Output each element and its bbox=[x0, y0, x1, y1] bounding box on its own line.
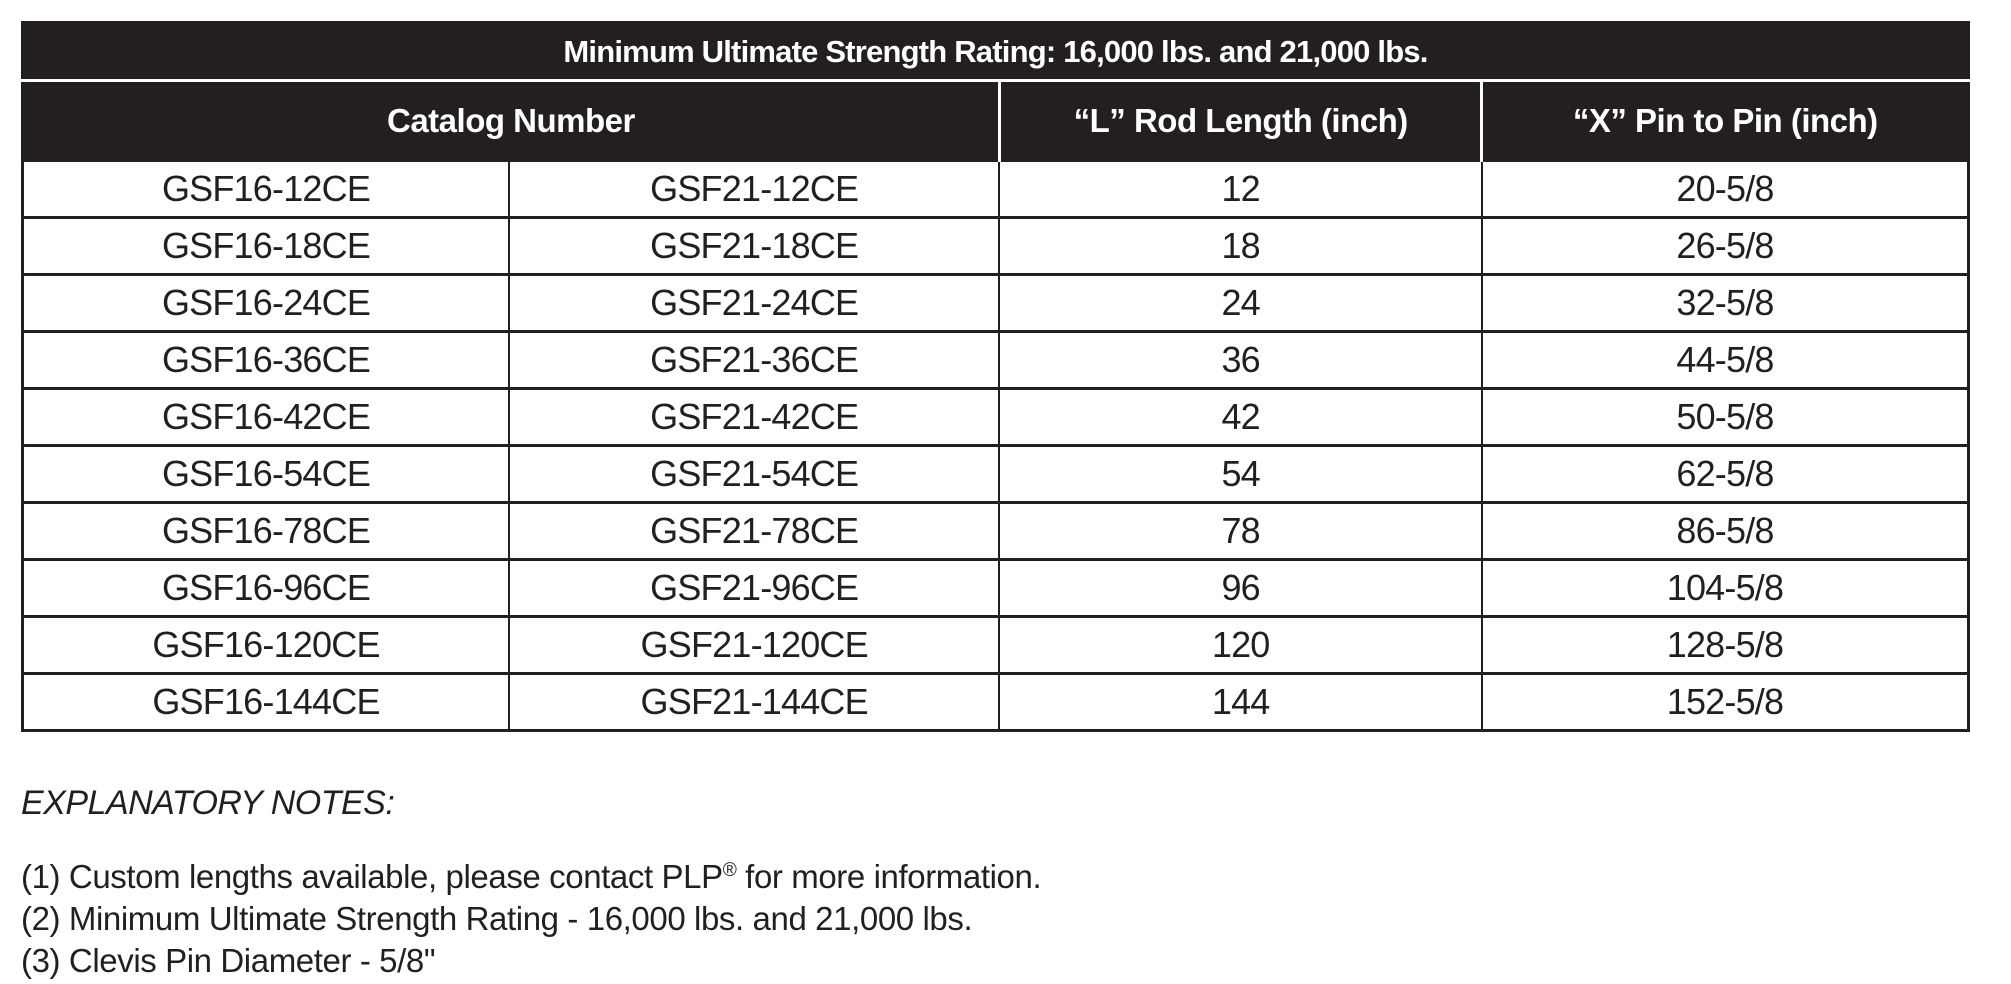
table-row: GSF16-12CE GSF21-12CE 12 20-5/8 bbox=[21, 159, 1970, 219]
spec-table-header: Minimum Ultimate Strength Rating: 16,000… bbox=[22, 22, 1969, 161]
cell-catalog-21: GSF21-18CE bbox=[507, 216, 1001, 276]
column-header-catalog-number: Catalog Number bbox=[22, 80, 1000, 161]
table-row: GSF16-144CE GSF21-144CE 144 152-5/8 bbox=[21, 672, 1970, 732]
cell-catalog-16: GSF16-54CE bbox=[21, 444, 510, 504]
table-row: GSF16-96CE GSF21-96CE 96 104-5/8 bbox=[21, 558, 1970, 618]
explanatory-notes: EXPLANATORY NOTES: (1) Custom lengths av… bbox=[21, 784, 1521, 982]
cell-rod-length: 54 bbox=[998, 444, 1483, 504]
table-title: Minimum Ultimate Strength Rating: 16,000… bbox=[22, 22, 1969, 82]
spec-table: Minimum Ultimate Strength Rating: 16,000… bbox=[21, 21, 1970, 732]
cell-rod-length: 96 bbox=[998, 558, 1483, 618]
cell-catalog-16: GSF16-120CE bbox=[21, 615, 510, 675]
cell-pin-to-pin: 128-5/8 bbox=[1480, 615, 1970, 675]
cell-pin-to-pin: 62-5/8 bbox=[1480, 444, 1970, 504]
cell-catalog-21: GSF21-54CE bbox=[507, 444, 1001, 504]
cell-catalog-21: GSF21-24CE bbox=[507, 273, 1001, 333]
cell-rod-length: 78 bbox=[998, 501, 1483, 561]
table-row: GSF16-42CE GSF21-42CE 42 50-5/8 bbox=[21, 387, 1970, 447]
cell-catalog-16: GSF16-78CE bbox=[21, 501, 510, 561]
table-row: GSF16-36CE GSF21-36CE 36 44-5/8 bbox=[21, 330, 1970, 390]
column-header-pin-to-pin: “X” Pin to Pin (inch) bbox=[1480, 80, 1969, 161]
explanatory-notes-list: (1) Custom lengths available, please con… bbox=[21, 856, 1521, 982]
cell-catalog-21: GSF21-120CE bbox=[507, 615, 1001, 675]
cell-pin-to-pin: 104-5/8 bbox=[1480, 558, 1970, 618]
cell-catalog-16: GSF16-144CE bbox=[21, 672, 510, 732]
note-1: (1) Custom lengths available, please con… bbox=[21, 856, 1521, 898]
cell-rod-length: 144 bbox=[998, 672, 1483, 732]
cell-rod-length: 24 bbox=[998, 273, 1483, 333]
cell-pin-to-pin: 50-5/8 bbox=[1480, 387, 1970, 447]
registered-trademark-symbol: ® bbox=[722, 860, 737, 881]
cell-pin-to-pin: 32-5/8 bbox=[1480, 273, 1970, 333]
cell-catalog-21: GSF21-12CE bbox=[507, 159, 1001, 219]
cell-pin-to-pin: 20-5/8 bbox=[1480, 159, 1970, 219]
column-header-row: Catalog Number “L” Rod Length (inch) “X”… bbox=[22, 80, 1969, 161]
cell-rod-length: 12 bbox=[998, 159, 1483, 219]
cell-rod-length: 42 bbox=[998, 387, 1483, 447]
cell-rod-length: 18 bbox=[998, 216, 1483, 276]
table-row: GSF16-54CE GSF21-54CE 54 62-5/8 bbox=[21, 444, 1970, 504]
cell-catalog-16: GSF16-96CE bbox=[21, 558, 510, 618]
cell-pin-to-pin: 44-5/8 bbox=[1480, 330, 1970, 390]
cell-catalog-21: GSF21-96CE bbox=[507, 558, 1001, 618]
cell-pin-to-pin: 86-5/8 bbox=[1480, 501, 1970, 561]
cell-rod-length: 36 bbox=[998, 330, 1483, 390]
cell-catalog-21: GSF21-36CE bbox=[507, 330, 1001, 390]
cell-rod-length: 120 bbox=[998, 615, 1483, 675]
table-title-row: Minimum Ultimate Strength Rating: 16,000… bbox=[22, 22, 1969, 82]
table-row: GSF16-18CE GSF21-18CE 18 26-5/8 bbox=[21, 216, 1970, 276]
cell-catalog-21: GSF21-144CE bbox=[507, 672, 1001, 732]
cell-catalog-16: GSF16-36CE bbox=[21, 330, 510, 390]
spec-table-body: GSF16-12CE GSF21-12CE 12 20-5/8 GSF16-18… bbox=[21, 159, 1970, 732]
note-1-text-before: (1) Custom lengths available, please con… bbox=[21, 858, 723, 895]
table-row: GSF16-78CE GSF21-78CE 78 86-5/8 bbox=[21, 501, 1970, 561]
cell-catalog-16: GSF16-42CE bbox=[21, 387, 510, 447]
note-3: (3) Clevis Pin Diameter - 5/8" bbox=[21, 942, 436, 979]
cell-catalog-21: GSF21-42CE bbox=[507, 387, 1001, 447]
cell-catalog-16: GSF16-18CE bbox=[21, 216, 510, 276]
cell-catalog-16: GSF16-24CE bbox=[21, 273, 510, 333]
note-2: (2) Minimum Ultimate Strength Rating - 1… bbox=[21, 900, 973, 937]
note-1-text-after: for more information. bbox=[736, 858, 1042, 895]
cell-pin-to-pin: 26-5/8 bbox=[1480, 216, 1970, 276]
cell-catalog-16: GSF16-12CE bbox=[21, 159, 510, 219]
column-header-rod-length: “L” Rod Length (inch) bbox=[997, 80, 1482, 161]
cell-pin-to-pin: 152-5/8 bbox=[1480, 672, 1970, 732]
cell-catalog-21: GSF21-78CE bbox=[507, 501, 1001, 561]
explanatory-notes-heading: EXPLANATORY NOTES: bbox=[21, 784, 395, 822]
table-row: GSF16-24CE GSF21-24CE 24 32-5/8 bbox=[21, 273, 1970, 333]
table-row: GSF16-120CE GSF21-120CE 120 128-5/8 bbox=[21, 615, 1970, 675]
